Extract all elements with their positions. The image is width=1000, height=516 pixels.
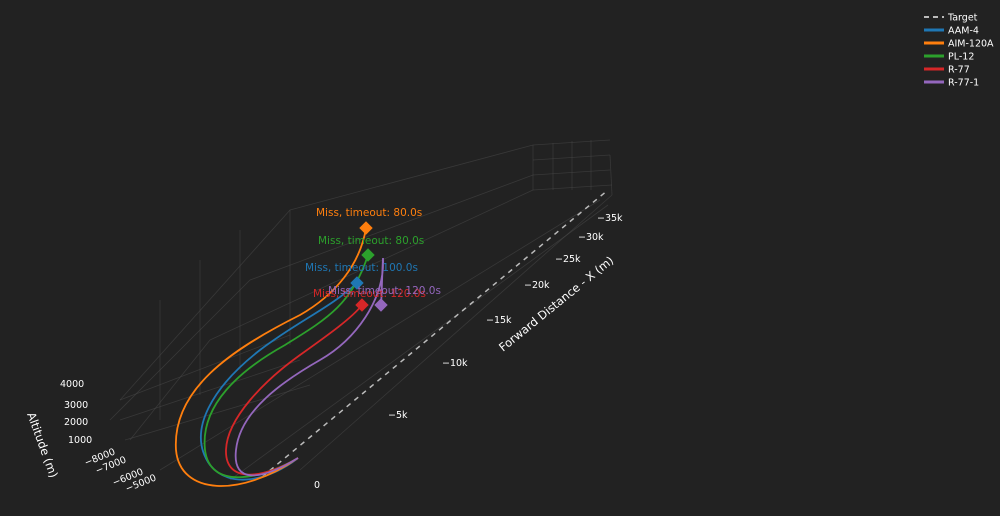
endpoint-marker: [355, 298, 369, 312]
target-trajectory: [261, 189, 609, 478]
trajectory-pl-12: [203, 254, 369, 479]
grid-line: [299, 194, 613, 471]
x-tick-label: 0: [314, 480, 320, 491]
y-axis-ticks: −8000 −7000 −6000 −5000: [83, 447, 158, 495]
x-tick-label: −10k: [442, 358, 468, 369]
missile-trajectory-layer: [175, 227, 384, 487]
grid-line: [289, 144, 534, 211]
legend-label: Target: [947, 13, 978, 24]
grid-line: [532, 184, 613, 191]
x-tick-label: −5k: [388, 410, 408, 421]
legend-label: R-77: [948, 65, 970, 76]
z-tick-label: 2000: [64, 417, 88, 428]
legend-item-aim-120a[interactable]: AIM-120A: [924, 39, 994, 50]
legend-label: R-77-1: [948, 78, 979, 89]
grid-line: [532, 169, 611, 176]
z-axis-ticks: 1000 2000 3000 4000: [60, 379, 92, 446]
x-axis-title: Forward Distance - X (m): [496, 253, 616, 354]
endpoint-marker: [359, 221, 373, 235]
legend: Target AAM-4 AIM-120A PL-12 R-77 R-77-1: [924, 13, 994, 89]
grid-line: [129, 339, 211, 441]
legend-item-r-77[interactable]: R-77: [924, 65, 970, 76]
grid-line: [609, 154, 613, 196]
grid: [109, 139, 613, 481]
legend-item-r-77-1[interactable]: R-77-1: [924, 78, 979, 89]
legend-label: AAM-4: [948, 26, 979, 37]
grid-line: [119, 334, 291, 401]
grid-line: [209, 189, 534, 341]
legend-label: PL-12: [948, 52, 974, 63]
x-tick-label: −20k: [524, 280, 550, 291]
annotation-layer: Miss, timeout: 100.0s Miss, timeout: 80.0…: [305, 207, 441, 300]
grid-line: [532, 139, 611, 146]
legend-item-target[interactable]: Target: [924, 13, 978, 24]
x-axis-ticks: 0 −5k −10k −15k −20k −25k −30k −35k: [314, 213, 623, 491]
target-trajectory-layer: [261, 189, 609, 478]
legend-label: AIM-120A: [948, 39, 994, 50]
trajectory-r-77-1: [234, 257, 384, 477]
z-tick-label: 3000: [64, 400, 88, 411]
endpoint-marker: [374, 298, 388, 312]
annotation-label: Miss, timeout: 80.0s: [316, 207, 422, 219]
annotation-label: Miss, timeout: 120.0s: [328, 285, 441, 297]
x-tick-label: −35k: [597, 213, 623, 224]
grid-line: [119, 359, 301, 421]
grid-line: [249, 174, 534, 281]
trajectory-aam-4: [200, 282, 358, 481]
grid-line: [532, 154, 611, 161]
endpoint-marker: [361, 248, 375, 262]
grid-line: [109, 279, 251, 421]
grid-line: [124, 384, 311, 441]
z-tick-label: 4000: [60, 379, 84, 390]
annotation-label: Miss, timeout: 120.0s: [313, 288, 426, 300]
legend-item-pl-12[interactable]: PL-12: [924, 52, 974, 63]
grid-line: [229, 204, 609, 481]
endpoint-marker-layer: [350, 221, 388, 312]
trajectory-aim-120a: [175, 227, 367, 487]
endpoint-marker: [350, 276, 364, 290]
grid-line: [119, 209, 291, 401]
legend-item-aam-4[interactable]: AAM-4: [924, 26, 979, 37]
x-tick-label: −25k: [555, 254, 581, 265]
z-axis-title: Altitude (m): [24, 410, 61, 479]
z-tick-label: 1000: [68, 435, 92, 446]
x-tick-label: −15k: [486, 315, 512, 326]
annotation-label: Miss, timeout: 80.0s: [318, 235, 424, 247]
x-tick-label: −30k: [578, 232, 604, 243]
annotation-label: Miss, timeout: 100.0s: [305, 262, 418, 274]
